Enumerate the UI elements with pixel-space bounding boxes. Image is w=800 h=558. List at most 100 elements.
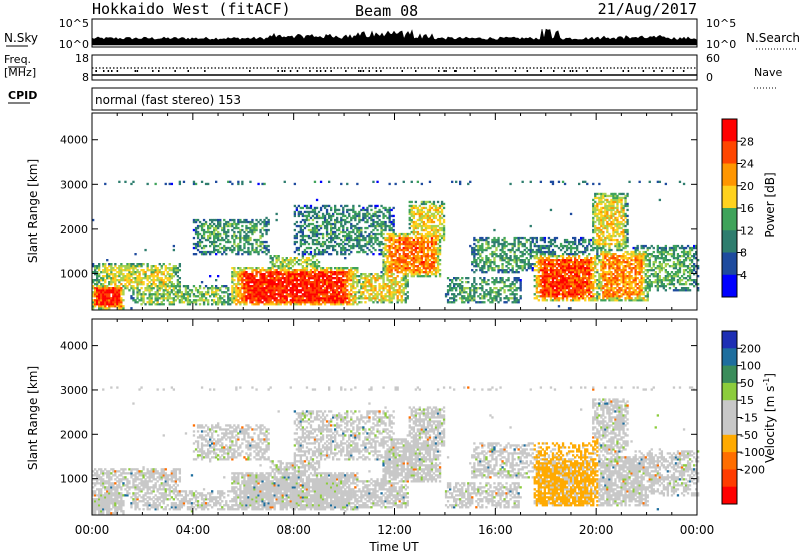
- echo-cell: [289, 291, 292, 294]
- echo-cell: [529, 257, 532, 260]
- echo-cell: [424, 232, 428, 236]
- echo-cell: [563, 283, 567, 286]
- echo-cell: [303, 269, 307, 272]
- echo-cell: [404, 267, 407, 270]
- echo-cell: [257, 250, 260, 254]
- echo-cell: [148, 287, 151, 290]
- echo-cell: [303, 238, 307, 242]
- echo-cell: [94, 293, 97, 296]
- echo-cell: [114, 287, 117, 290]
- echo-cell: [253, 291, 256, 294]
- echo-cell: [267, 250, 270, 254]
- echo-cell: [525, 269, 528, 272]
- echo-cell: [271, 265, 274, 268]
- echo-cell: [291, 259, 295, 262]
- echo-cell: [200, 297, 204, 300]
- echo-cell: [545, 271, 549, 274]
- echo-cell: [315, 238, 319, 242]
- echo-cell: [170, 301, 174, 304]
- echo-cell: [360, 301, 363, 304]
- echo-cell: [420, 210, 424, 214]
- echo-cell: [527, 261, 530, 264]
- echo-cell: [251, 299, 254, 302]
- echo-cell: [249, 228, 252, 232]
- echo-cell: [178, 182, 182, 186]
- echo-cell: [515, 261, 518, 264]
- echo-cell: [126, 277, 129, 280]
- echo-cell: [356, 182, 359, 186]
- echo-cell: [408, 263, 411, 266]
- echo-cell: [237, 283, 240, 286]
- echo-cell: [424, 236, 428, 240]
- echo-cell: [265, 220, 268, 224]
- echo-cell: [277, 279, 280, 282]
- echo-cell: [247, 234, 250, 238]
- echo-cell: [372, 301, 375, 304]
- echo-cell: [388, 271, 391, 274]
- echo-cell: [519, 297, 522, 300]
- echo-cell: [406, 248, 409, 252]
- echo-cell: [227, 295, 230, 298]
- echo-cell: [356, 303, 359, 306]
- echo-cell: [499, 248, 502, 252]
- echo-cell: [410, 259, 413, 262]
- echo-cell: [418, 267, 422, 270]
- echo-cell: [368, 275, 371, 278]
- echo-cell: [477, 240, 480, 244]
- echo-cell: [567, 257, 571, 260]
- echo-cell: [410, 244, 413, 248]
- echo-cell: [255, 287, 258, 290]
- echo-cell: [215, 240, 218, 244]
- echo-cell: [559, 297, 563, 300]
- echo-cell: [265, 240, 268, 244]
- echo-cell: [473, 248, 476, 252]
- echo-cell: [511, 293, 514, 296]
- echo-cell: [354, 287, 357, 290]
- echo-cell: [374, 297, 377, 300]
- echo-cell: [112, 295, 115, 298]
- echo-cell: [340, 295, 343, 298]
- echo-cell: [293, 257, 297, 260]
- echo-cell: [116, 289, 119, 292]
- echo-cell: [307, 287, 311, 290]
- echo-cell: [428, 275, 432, 278]
- echo-cell: [148, 303, 151, 306]
- echo-cell: [410, 246, 413, 250]
- echo-cell: [245, 238, 248, 242]
- nave-mark: [277, 70, 279, 72]
- echo-cell: [388, 232, 391, 236]
- echo-cell: [325, 301, 329, 304]
- echo-cell: [239, 271, 242, 274]
- echo-cell: [269, 261, 272, 264]
- echo-cell: [305, 204, 309, 208]
- echo-cell: [495, 253, 498, 256]
- echo-cell: [356, 212, 359, 216]
- echo-cell: [229, 180, 232, 184]
- echo-cell: [233, 240, 236, 244]
- echo-cell: [194, 230, 198, 234]
- echo-cell: [116, 267, 119, 270]
- echo-cell: [317, 242, 321, 246]
- echo-cell: [319, 297, 323, 300]
- echo-cell: [144, 271, 147, 274]
- echo-cell: [259, 301, 262, 304]
- echo-cell: [305, 224, 309, 228]
- echo-cell: [420, 248, 424, 252]
- echo-cell: [269, 273, 272, 276]
- echo-cell: [259, 271, 262, 274]
- echo-cell: [271, 257, 274, 260]
- echo-cell: [311, 257, 315, 260]
- echo-cell: [338, 301, 341, 304]
- echo-cell: [319, 275, 323, 278]
- echo-cell: [291, 281, 295, 284]
- echo-cell: [352, 271, 355, 274]
- echo-cell: [392, 263, 395, 266]
- echo-cell: [356, 240, 359, 244]
- echo-cell: [426, 220, 430, 224]
- echo-cell: [168, 301, 171, 304]
- echo-cell: [209, 230, 212, 234]
- echo-cell: [495, 295, 498, 298]
- echo-cell: [176, 281, 180, 284]
- echo-cell: [265, 277, 268, 280]
- echo-cell: [553, 259, 557, 262]
